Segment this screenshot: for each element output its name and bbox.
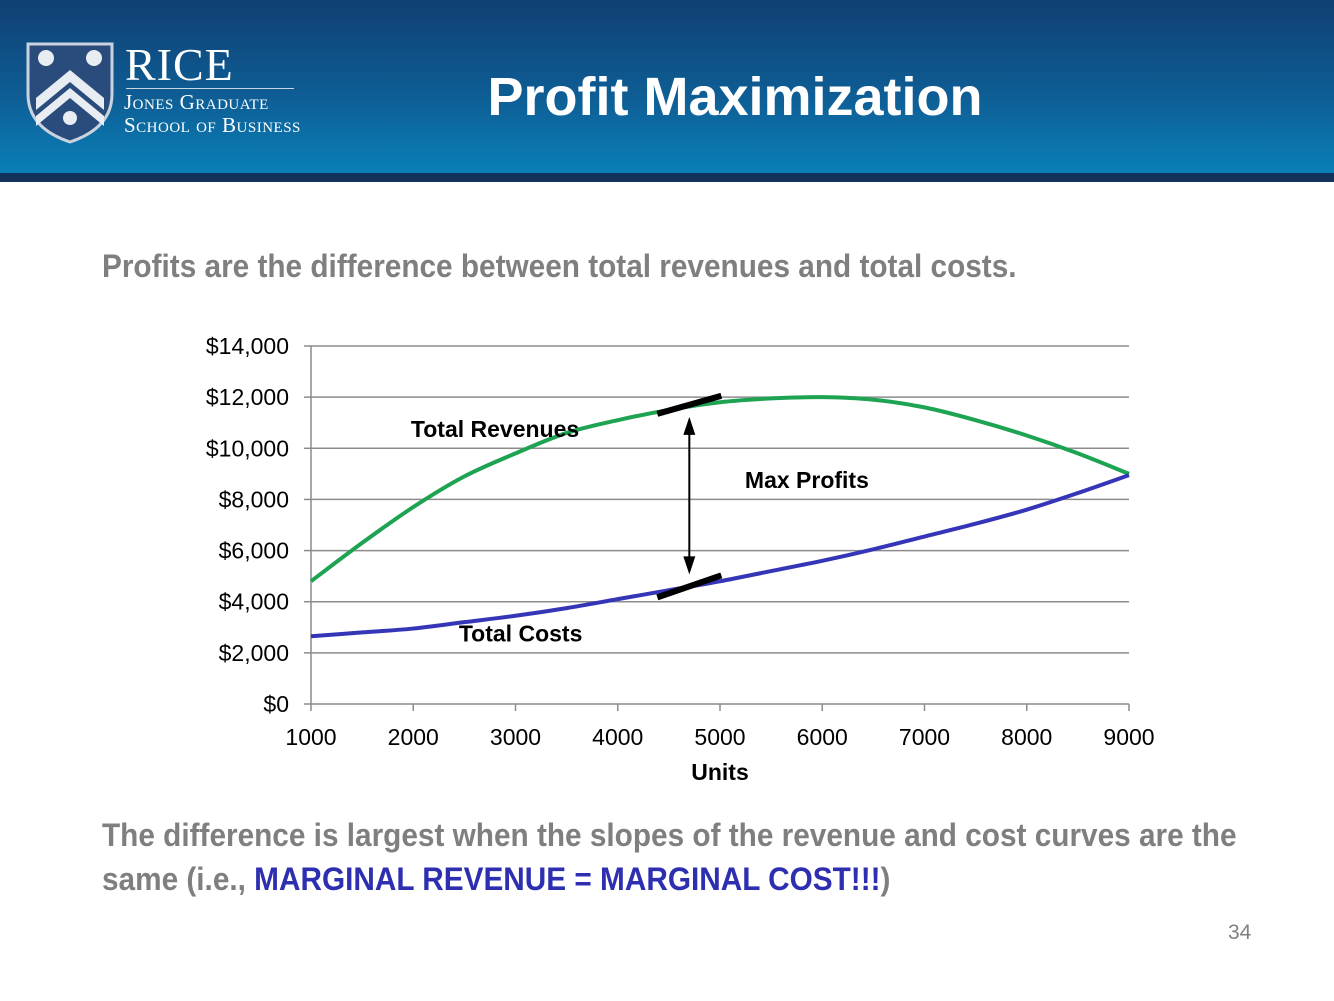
series-line-cost [310, 473, 1130, 639]
conclusion-prefix: The difference is largest when the slope… [102, 817, 1237, 897]
x-tick-label: 5000 [694, 724, 745, 750]
y-tick-label: $8,000 [219, 486, 289, 512]
x-tick-label: 8000 [1001, 724, 1052, 750]
y-tick-label: $2,000 [219, 640, 289, 666]
x-tick-label: 7000 [899, 724, 950, 750]
series-line-revenue [309, 395, 1130, 583]
logo-line-2: School of Business [124, 113, 301, 137]
max-profit-arrowhead-up [683, 416, 696, 435]
conclusion-suffix: ) [880, 861, 891, 897]
x-tick-label: 3000 [490, 724, 541, 750]
y-tick-label: $12,000 [206, 384, 289, 410]
slide-subtitle: Profits are the difference between total… [102, 248, 1017, 284]
slide-title: Profit Maximization [487, 67, 983, 127]
annotation-label: Total Revenues [411, 416, 579, 442]
header-band [0, 0, 1334, 173]
conclusion-highlight: MARGINAL REVENUE = MARGINAL COST!!! [254, 861, 881, 897]
rice-logo: RICE Jones Graduate School of Business [22, 36, 342, 146]
annotation-label: Total Costs [459, 620, 583, 646]
y-tick-label: $4,000 [219, 589, 289, 615]
y-tick-label: $6,000 [219, 538, 289, 564]
conclusion-text: The difference is largest when the slope… [102, 813, 1237, 901]
max-profit-arrowhead-down [683, 556, 696, 575]
annotation-label: Max Profits [745, 467, 869, 493]
page-number: 34 [1228, 921, 1252, 944]
x-tick-label: 6000 [797, 724, 848, 750]
x-tick-label: 1000 [285, 724, 336, 750]
y-tick-label: $0 [263, 691, 289, 717]
rice-shield-icon [26, 42, 114, 144]
x-tick-label: 2000 [388, 724, 439, 750]
logo-line-1: Jones Graduate [124, 90, 269, 114]
y-tick-label: $10,000 [206, 435, 289, 461]
chart-series [309, 395, 1130, 639]
revenue-tangent-bar [656, 392, 723, 417]
logo-rule [126, 88, 294, 89]
x-axis-title: Units [691, 759, 749, 785]
logo-wordmark: RICE [125, 39, 234, 90]
cost-tangent-bar [656, 572, 723, 601]
chart-markers [656, 392, 723, 601]
header-divider [0, 173, 1334, 182]
chart-axes [304, 345, 1130, 711]
chart-labels: $0 $2,000 $4,000 $6,000 $8,000 $10,000 $12,000… [206, 333, 1155, 785]
y-tick-label: $14,000 [206, 333, 289, 359]
chart-gridlines [311, 345, 1129, 654]
x-tick-label: 4000 [592, 724, 643, 750]
x-tick-label: 9000 [1103, 724, 1154, 750]
